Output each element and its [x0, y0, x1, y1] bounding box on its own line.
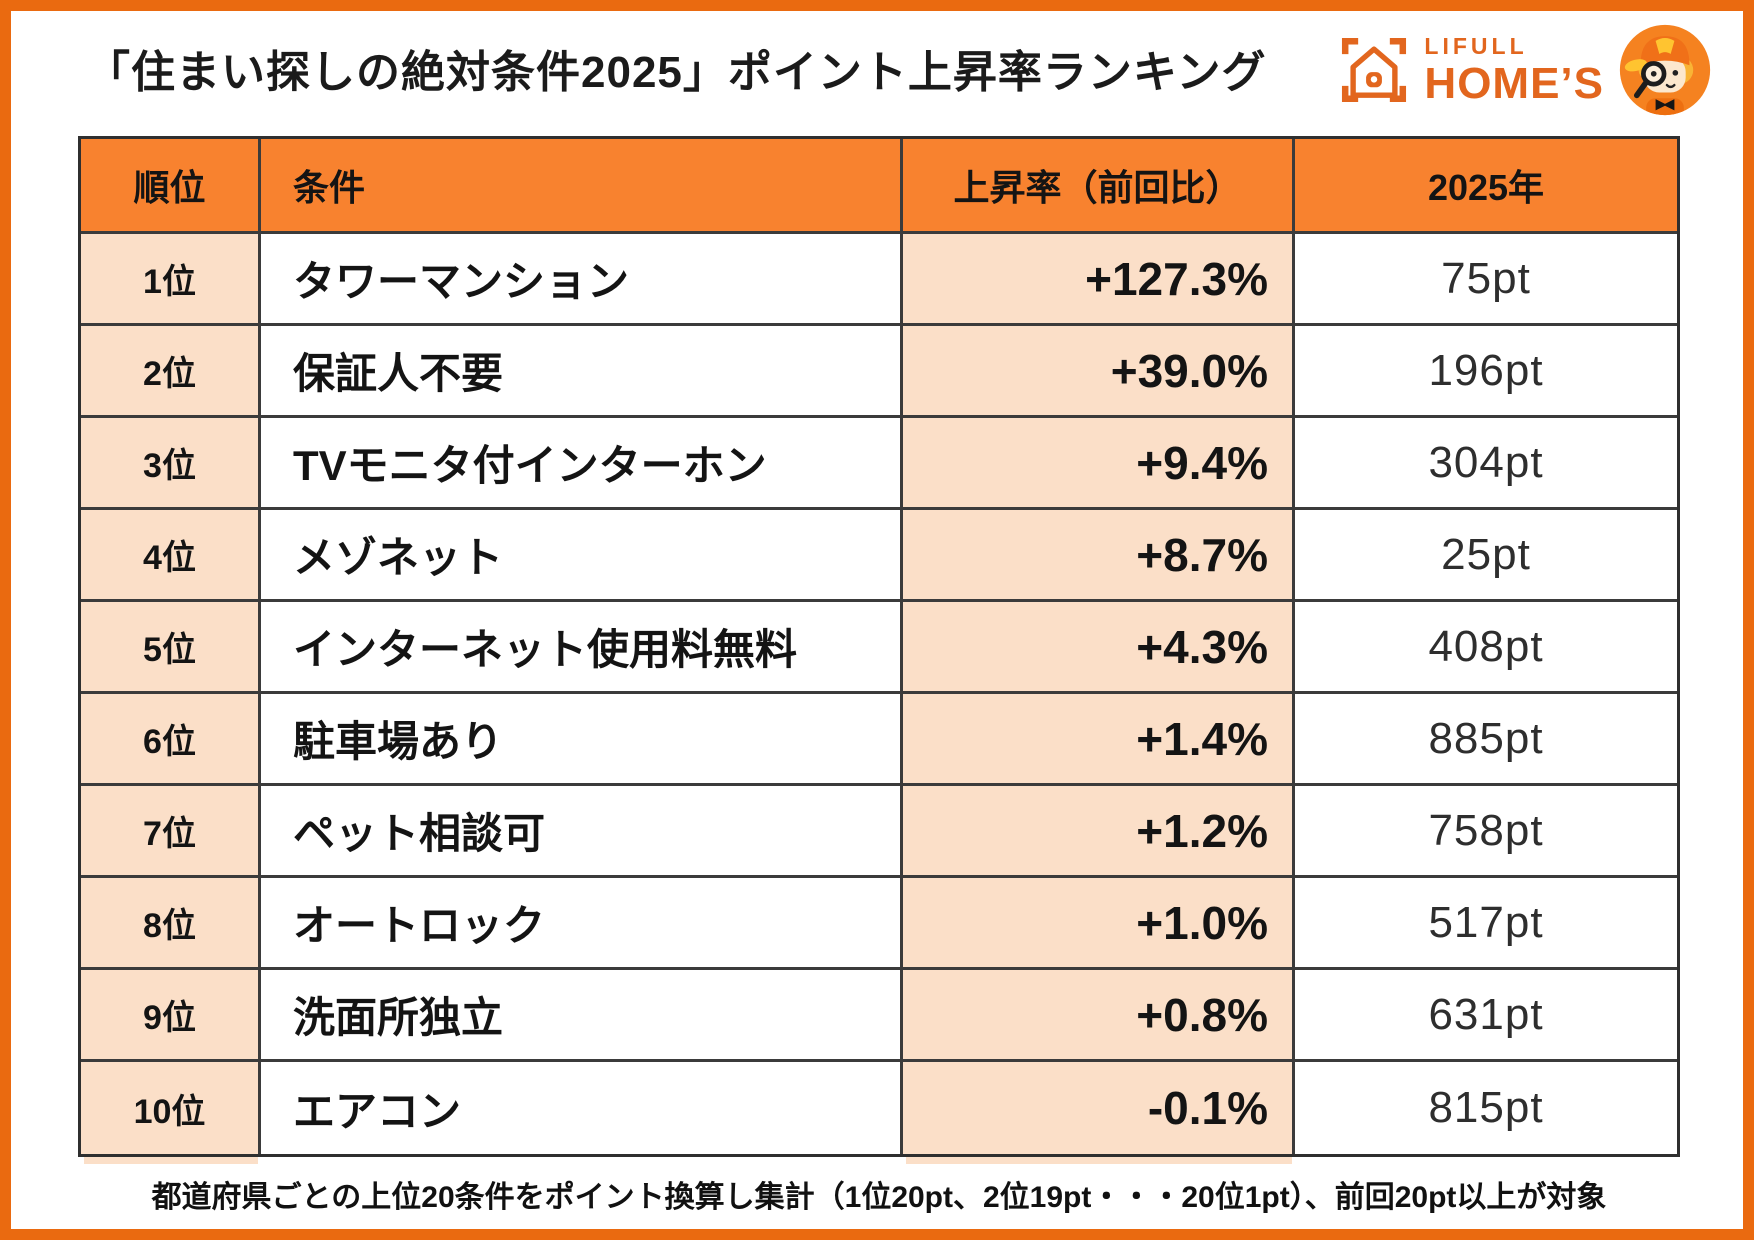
rank-cell: 7位 [81, 786, 261, 878]
rate-cell: +1.4% [903, 694, 1295, 786]
condition-cell: ペット相談可 [261, 786, 903, 878]
brand-logo: LIFULL HOME’S [1338, 22, 1712, 118]
rank-cell: 4位 [81, 510, 261, 602]
footnote: 都道府県ごとの上位20条件をポイント換算し集計（1位20pt、2位19pt・・・… [151, 1181, 1607, 1214]
condition-cell: オートロック [261, 878, 903, 970]
condition-cell: 保証人不要 [261, 326, 903, 418]
brand-name: LIFULL HOME’S [1424, 32, 1604, 108]
points-cell: 196pt [1295, 326, 1677, 418]
rank-cell: 6位 [81, 694, 261, 786]
rank-cell: 3位 [81, 418, 261, 510]
rate-cell: +8.7% [903, 510, 1295, 602]
rate-cell: +4.3% [903, 602, 1295, 694]
lifull-house-icon [1342, 37, 1407, 103]
condition-cell: 駐車場あり [261, 694, 903, 786]
peach-edge-artifact-left [84, 1157, 258, 1164]
rate-cell: -0.1% [903, 1062, 1295, 1154]
rate-cell: +9.4% [903, 418, 1295, 510]
rate-cell: +1.0% [903, 878, 1295, 970]
homes-kun-mascot-icon [1619, 24, 1711, 116]
page-title: 「住まい探しの絶対条件2025」ポイント上昇率ランキング [86, 48, 1267, 97]
rank-cell: 5位 [81, 602, 261, 694]
column-header-rate: 上昇率（前回比） [903, 139, 1295, 234]
rank-cell: 9位 [81, 970, 261, 1062]
points-cell: 815pt [1295, 1062, 1677, 1154]
points-cell: 758pt [1295, 786, 1677, 878]
column-header-condition: 条件 [261, 139, 903, 234]
points-cell: 408pt [1295, 602, 1677, 694]
condition-cell: メゾネット [261, 510, 903, 602]
rate-cell: +127.3% [903, 234, 1295, 326]
points-cell: 517pt [1295, 878, 1677, 970]
ranking-table: 順位 条件 上昇率（前回比） 2025年 1位 タワーマンション +127.3%… [78, 136, 1680, 1157]
brand-name-lifull: LIFULL [1424, 32, 1528, 59]
condition-cell: インターネット使用料無料 [261, 602, 903, 694]
rate-cell: +0.8% [903, 970, 1295, 1062]
rank-cell: 2位 [81, 326, 261, 418]
condition-cell: エアコン [261, 1062, 903, 1154]
column-header-points: 2025年 [1295, 139, 1677, 234]
condition-cell: 洗面所独立 [261, 970, 903, 1062]
rate-cell: +1.2% [903, 786, 1295, 878]
points-cell: 25pt [1295, 510, 1677, 602]
points-cell: 885pt [1295, 694, 1677, 786]
points-cell: 304pt [1295, 418, 1677, 510]
points-cell: 75pt [1295, 234, 1677, 326]
points-cell: 631pt [1295, 970, 1677, 1062]
peach-edge-artifact-right [906, 1157, 1292, 1164]
condition-cell: TVモニタ付インターホン [261, 418, 903, 510]
rank-cell: 1位 [81, 234, 261, 326]
brand-name-homes: HOME’S [1424, 58, 1604, 108]
rank-cell: 8位 [81, 878, 261, 970]
rank-cell: 10位 [81, 1062, 261, 1154]
column-header-rank: 順位 [81, 139, 261, 234]
condition-cell: タワーマンション [261, 234, 903, 326]
rate-cell: +39.0% [903, 326, 1295, 418]
